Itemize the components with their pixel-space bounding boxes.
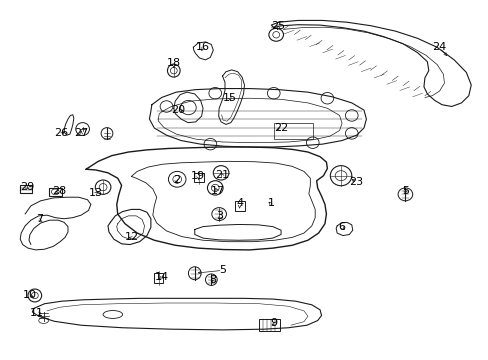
Text: 1: 1 [267, 198, 274, 208]
Text: 14: 14 [154, 272, 168, 282]
Bar [154, 273, 163, 283]
Bar [273, 123, 312, 139]
Text: 10: 10 [23, 290, 37, 300]
Text: 11: 11 [30, 308, 44, 318]
Text: 20: 20 [171, 105, 185, 115]
Text: 12: 12 [125, 232, 139, 242]
Text: 23: 23 [349, 177, 363, 187]
Text: 9: 9 [270, 319, 277, 328]
Text: 22: 22 [273, 123, 287, 133]
Text: 2: 2 [172, 175, 180, 185]
Text: 28: 28 [52, 186, 66, 196]
Text: 21: 21 [215, 170, 229, 180]
Text: 3: 3 [216, 211, 223, 221]
Text: 17: 17 [210, 186, 224, 196]
Text: 29: 29 [20, 182, 35, 192]
Text: 5: 5 [219, 265, 225, 275]
Text: 18: 18 [166, 58, 181, 68]
Bar [49, 188, 61, 196]
Text: 25: 25 [271, 21, 285, 31]
Bar [259, 319, 279, 330]
Text: 7: 7 [36, 215, 43, 224]
Text: 15: 15 [223, 93, 236, 103]
Bar [20, 185, 32, 193]
Text: 16: 16 [196, 42, 210, 52]
Text: 24: 24 [431, 42, 446, 52]
Bar [234, 201, 245, 211]
Bar [193, 173, 203, 182]
Text: 13: 13 [89, 188, 102, 198]
Text: 6: 6 [338, 222, 345, 231]
Text: 8: 8 [209, 275, 216, 285]
Text: 5: 5 [401, 186, 408, 196]
Text: 19: 19 [191, 171, 205, 181]
Text: 4: 4 [236, 198, 243, 208]
Text: 26: 26 [55, 129, 69, 138]
Text: 27: 27 [74, 129, 88, 138]
